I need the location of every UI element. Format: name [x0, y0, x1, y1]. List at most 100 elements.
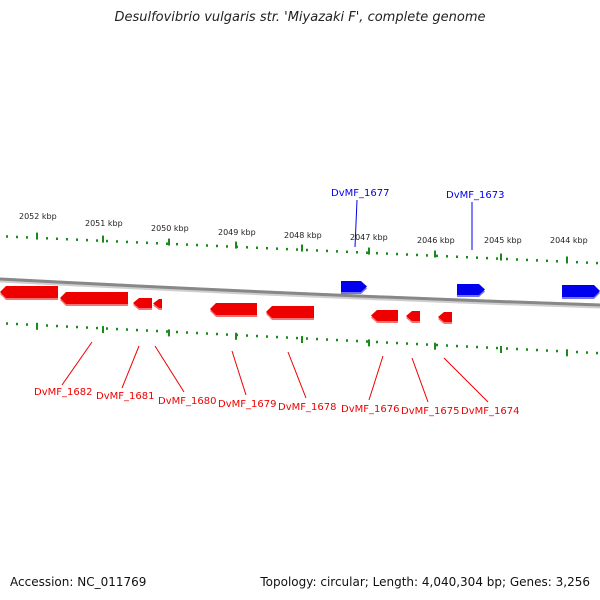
scale-tick-lower — [306, 337, 308, 340]
scale-tick-lower — [116, 327, 118, 331]
scale-major-tick-upper — [102, 235, 104, 243]
scale-major-tick-lower — [434, 342, 436, 350]
scale-label: 2051 kbp — [85, 219, 123, 228]
accession-label: Accession: NC_011769 — [10, 575, 147, 589]
gene-leader-line — [354, 199, 358, 248]
scale-tick-lower — [6, 322, 8, 325]
scale-tick-lower — [496, 346, 498, 350]
scale-tick-upper — [596, 261, 598, 265]
scale-tick-lower — [406, 342, 408, 345]
scale-tick-lower — [16, 322, 18, 326]
scale-major-tick-lower — [368, 339, 370, 347]
scale-tick-lower — [456, 344, 458, 348]
scale-tick-lower — [66, 325, 68, 328]
scale-tick-lower — [256, 334, 258, 338]
scale-tick-lower — [96, 326, 98, 330]
scale-tick-lower — [106, 327, 108, 330]
gene-reverse-3 — [153, 299, 162, 308]
scale-tick-upper — [496, 257, 498, 260]
scale-tick-upper — [106, 239, 108, 243]
scale-tick-lower — [556, 349, 558, 353]
scale-major-tick-upper — [36, 232, 38, 240]
scale-tick-lower — [596, 351, 598, 355]
gene-reverse-6 — [371, 310, 398, 321]
scale-tick-lower — [186, 331, 188, 334]
scale-tick-upper — [546, 259, 548, 263]
scale-major-tick-upper — [301, 244, 303, 252]
scale-label: 2046 kbp — [417, 236, 455, 245]
scale-tick-lower — [26, 323, 28, 326]
scale-tick-lower — [146, 329, 148, 332]
scale-tick-upper — [276, 247, 278, 250]
gene-label: DvMF_1674 — [461, 406, 519, 417]
scale-tick-upper — [116, 240, 118, 243]
scale-tick-upper — [446, 255, 448, 258]
scale-major-tick-lower — [36, 322, 38, 330]
scale-tick-upper — [326, 249, 328, 253]
scale-tick-lower — [446, 344, 448, 347]
scale-tick-lower — [366, 340, 368, 343]
scale-tick-upper — [16, 235, 18, 239]
genome-backbone — [0, 277, 600, 307]
scale-tick-upper — [86, 238, 88, 242]
scale-tick-upper — [356, 251, 358, 254]
scale-tick-upper — [346, 250, 348, 254]
gene-label: DvMF_1682 — [34, 387, 92, 398]
scale-tick-lower — [516, 347, 518, 351]
scale-tick-lower — [426, 343, 428, 346]
scale-major-tick-lower — [500, 346, 502, 353]
gene-forward-partial — [562, 285, 600, 297]
scale-major-tick-upper — [235, 241, 237, 249]
scale-major-tick-lower — [235, 332, 237, 340]
scale-label: 2047 kbp — [350, 233, 388, 242]
scale-tick-lower — [136, 328, 138, 332]
scale-tick-lower — [386, 341, 388, 344]
scale-tick-upper — [286, 247, 288, 251]
scale-tick-upper — [366, 251, 368, 254]
gene-label: DvMF_1675 — [401, 406, 459, 417]
scale-tick-lower — [466, 345, 468, 348]
scale-major-tick-upper — [500, 253, 502, 261]
gene-leader-line — [368, 355, 384, 401]
scale-tick-upper — [306, 248, 308, 252]
scale-tick-upper — [66, 237, 68, 241]
scale-tick-upper — [516, 258, 518, 261]
scale-tick-upper — [166, 242, 168, 245]
scale-tick-lower — [546, 349, 548, 352]
scale-tick-upper — [226, 245, 228, 248]
scale-major-tick-lower — [566, 349, 568, 357]
scale-tick-lower — [206, 332, 208, 335]
scale-tick-lower — [486, 346, 488, 349]
scale-label: 2050 kbp — [151, 224, 189, 233]
gene-leader-line — [411, 357, 429, 403]
gene-leader-line — [61, 341, 93, 386]
scale-tick-lower — [576, 350, 578, 354]
scale-tick-upper — [506, 257, 508, 261]
scale-label: 2045 kbp — [484, 236, 522, 245]
scale-tick-lower — [586, 351, 588, 354]
scale-tick-lower — [506, 347, 508, 350]
scale-tick-lower — [326, 338, 328, 341]
scale-major-tick-lower — [301, 336, 303, 344]
scale-tick-lower — [226, 333, 228, 336]
scale-tick-lower — [246, 334, 248, 337]
scale-tick-upper — [256, 246, 258, 250]
scale-tick-lower — [436, 343, 438, 347]
scale-tick-upper — [266, 246, 268, 250]
gene-leader-line — [287, 351, 307, 399]
gene-forward-DvMF_1677 — [341, 281, 367, 292]
scale-tick-lower — [216, 332, 218, 336]
scale-tick-upper — [6, 235, 8, 238]
scale-tick-upper — [146, 241, 148, 245]
scale-tick-upper — [476, 256, 478, 259]
scale-tick-upper — [526, 258, 528, 262]
gene-forward-DvMF_1673 — [457, 284, 485, 295]
scale-tick-lower — [76, 325, 78, 329]
scale-tick-upper — [206, 244, 208, 247]
scale-major-tick-upper — [368, 247, 370, 255]
scale-tick-upper — [436, 254, 438, 258]
scale-tick-lower — [536, 348, 538, 352]
scale-tick-lower — [156, 329, 158, 333]
scale-tick-upper — [396, 252, 398, 256]
genome-title: Desulfovibrio vulgaris str. 'Miyazaki F'… — [114, 10, 486, 25]
